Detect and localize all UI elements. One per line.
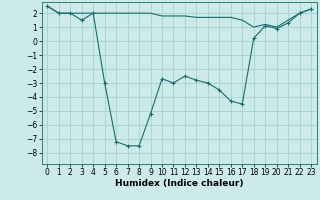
X-axis label: Humidex (Indice chaleur): Humidex (Indice chaleur): [115, 179, 244, 188]
